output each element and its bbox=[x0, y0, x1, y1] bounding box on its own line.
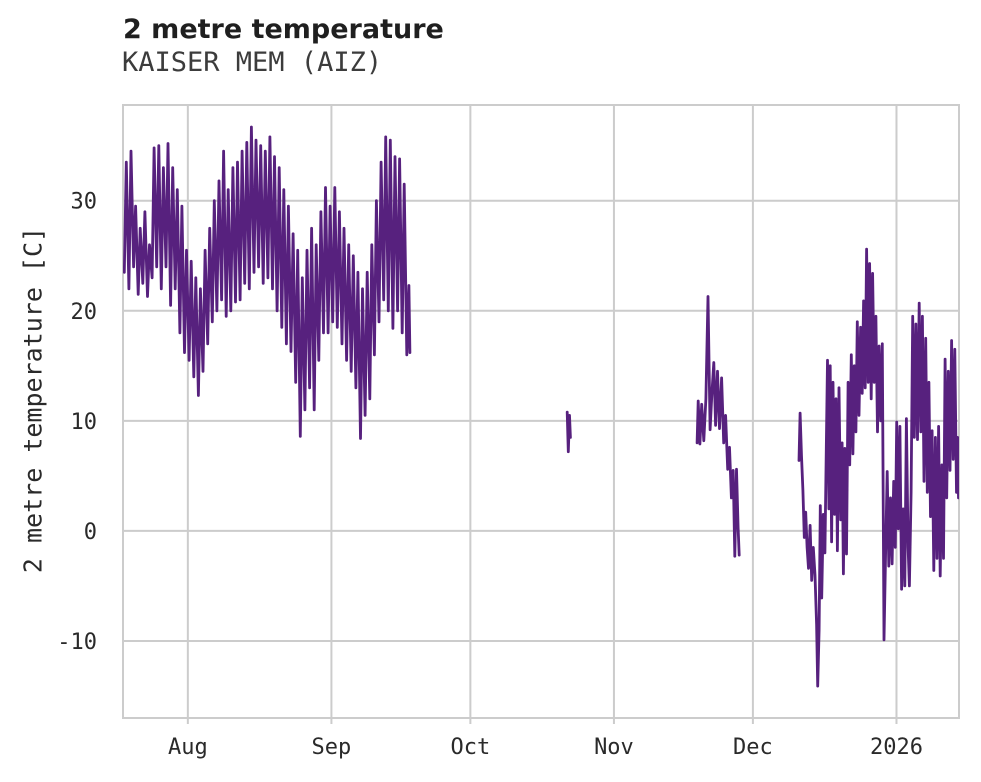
x-tick-label: 2026 bbox=[870, 735, 923, 760]
x-tick-label: Nov bbox=[594, 735, 634, 760]
y-tick-label: -10 bbox=[57, 630, 97, 655]
x-tick-label: Oct bbox=[450, 735, 490, 760]
x-tick-label: Dec bbox=[733, 735, 773, 760]
temperature-line bbox=[797, 247, 959, 688]
temperature-line bbox=[695, 295, 741, 558]
chart-title: 2 metre temperature bbox=[123, 14, 444, 45]
x-tick-label: Aug bbox=[168, 735, 208, 760]
y-tick-label: 30 bbox=[71, 190, 98, 215]
chart-subtitle: KAISER MEM (AIZ) bbox=[122, 47, 383, 78]
y-tick-label: 10 bbox=[71, 410, 98, 435]
temperature-line bbox=[565, 410, 572, 454]
temperature-line bbox=[123, 125, 412, 440]
y-tick-label: 20 bbox=[71, 300, 98, 325]
x-tick-label: Sep bbox=[312, 735, 352, 760]
y-tick-label: 0 bbox=[84, 520, 97, 545]
plot-frame bbox=[122, 104, 960, 719]
